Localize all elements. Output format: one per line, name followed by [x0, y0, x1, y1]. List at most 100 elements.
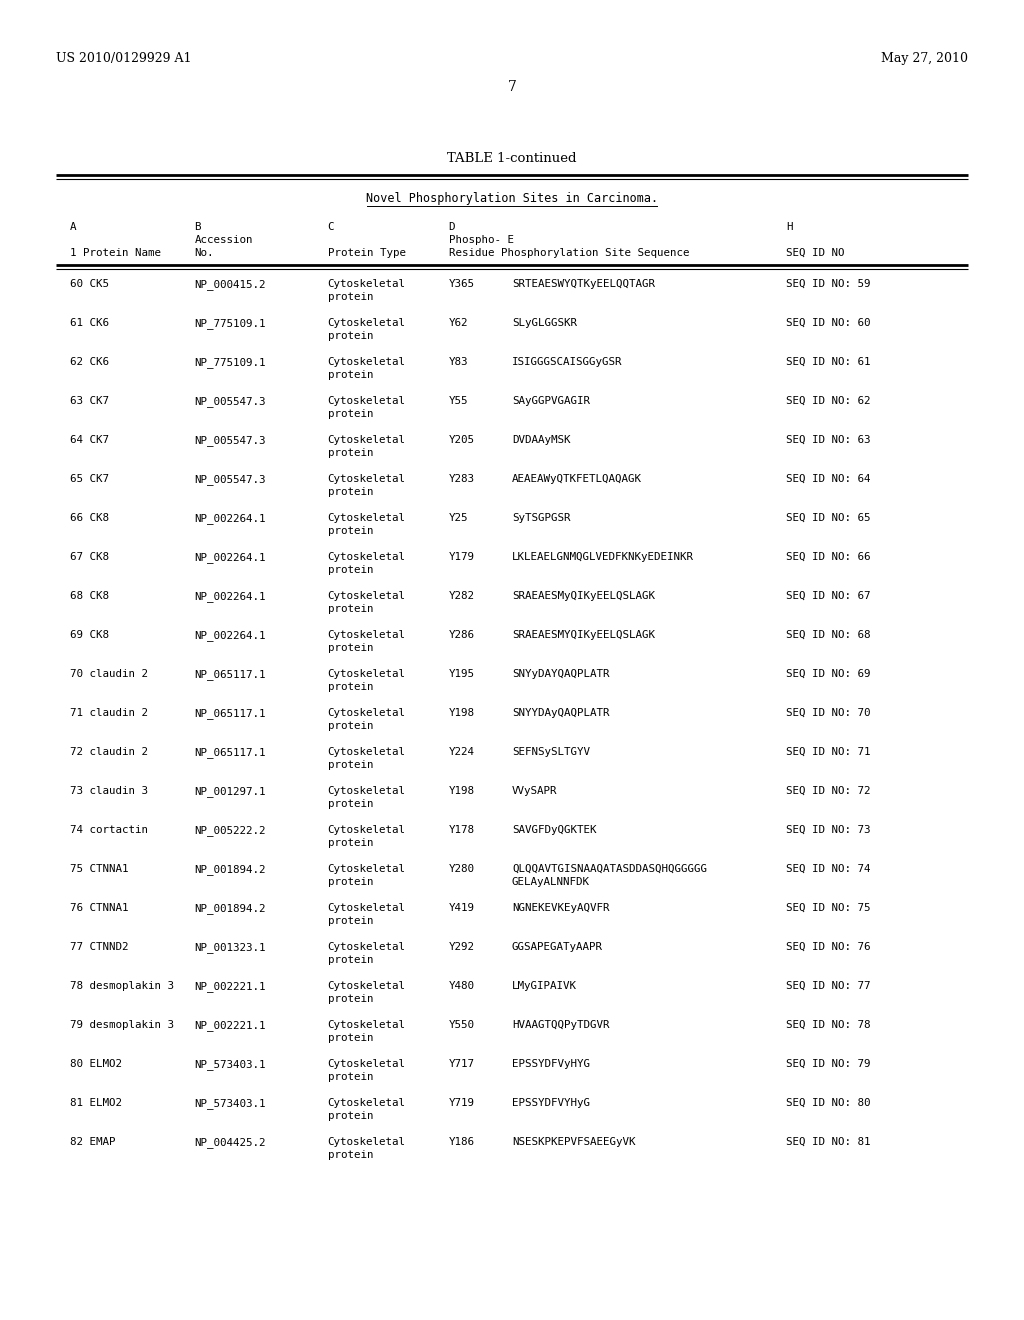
Text: AEAEAWyQTKFETLQAQAGK: AEAEAWyQTKFETLQAQAGK: [512, 474, 642, 484]
Text: NP_002264.1: NP_002264.1: [195, 513, 266, 524]
Text: SEQ ID NO: 68: SEQ ID NO: 68: [786, 630, 871, 640]
Text: Cytoskeletal: Cytoskeletal: [328, 318, 406, 327]
Text: Cytoskeletal: Cytoskeletal: [328, 513, 406, 523]
Text: SEQ ID NO: 72: SEQ ID NO: 72: [786, 785, 871, 796]
Text: H: H: [786, 222, 793, 232]
Text: No.: No.: [195, 248, 214, 257]
Text: 1 Protein Name: 1 Protein Name: [70, 248, 161, 257]
Text: SEQ ID NO: 69: SEQ ID NO: 69: [786, 669, 871, 678]
Text: SLyGLGGSKR: SLyGLGGSKR: [512, 318, 577, 327]
Text: NP_005222.2: NP_005222.2: [195, 825, 266, 836]
Text: 70 claudin 2: 70 claudin 2: [70, 669, 147, 678]
Text: Y480: Y480: [449, 981, 474, 991]
Text: 65 CK7: 65 CK7: [70, 474, 109, 484]
Text: SRAEAESMyQIKyEELQSLAGK: SRAEAESMyQIKyEELQSLAGK: [512, 591, 655, 601]
Text: NP_004425.2: NP_004425.2: [195, 1137, 266, 1148]
Text: 63 CK7: 63 CK7: [70, 396, 109, 407]
Text: QLQQAVTGISNAAQATASDDASQHQGGGGG: QLQQAVTGISNAAQATASDDASQHQGGGGG: [512, 865, 707, 874]
Text: SEQ ID NO: 62: SEQ ID NO: 62: [786, 396, 871, 407]
Text: GELAyALNNFDK: GELAyALNNFDK: [512, 876, 590, 887]
Text: Y179: Y179: [449, 552, 474, 562]
Text: Cytoskeletal: Cytoskeletal: [328, 436, 406, 445]
Text: LMyGIPAIVK: LMyGIPAIVK: [512, 981, 577, 991]
Text: Y282: Y282: [449, 591, 474, 601]
Text: protein: protein: [328, 682, 373, 692]
Text: SEQ ID NO: 70: SEQ ID NO: 70: [786, 708, 871, 718]
Text: SRAEAESMYQIKyEELQSLAGK: SRAEAESMYQIKyEELQSLAGK: [512, 630, 655, 640]
Text: NP_005547.3: NP_005547.3: [195, 396, 266, 407]
Text: Cytoskeletal: Cytoskeletal: [328, 396, 406, 407]
Text: protein: protein: [328, 643, 373, 653]
Text: Cytoskeletal: Cytoskeletal: [328, 747, 406, 756]
Text: SEQ ID NO: 66: SEQ ID NO: 66: [786, 552, 871, 562]
Text: SEQ ID NO: 67: SEQ ID NO: 67: [786, 591, 871, 601]
Text: Cytoskeletal: Cytoskeletal: [328, 708, 406, 718]
Text: SEQ ID NO: 76: SEQ ID NO: 76: [786, 942, 871, 952]
Text: A: A: [70, 222, 76, 232]
Text: protein: protein: [328, 994, 373, 1005]
Text: 62 CK6: 62 CK6: [70, 356, 109, 367]
Text: 81 ELMO2: 81 ELMO2: [70, 1098, 122, 1107]
Text: 74 cortactin: 74 cortactin: [70, 825, 147, 836]
Text: Y178: Y178: [449, 825, 474, 836]
Text: Y283: Y283: [449, 474, 474, 484]
Text: SEQ ID NO: 75: SEQ ID NO: 75: [786, 903, 871, 913]
Text: NSESKPKEPVFSAEEGyVK: NSESKPKEPVFSAEEGyVK: [512, 1137, 636, 1147]
Text: DVDAAyMSK: DVDAAyMSK: [512, 436, 570, 445]
Text: NP_005547.3: NP_005547.3: [195, 436, 266, 446]
Text: SEFNSySLTGYV: SEFNSySLTGYV: [512, 747, 590, 756]
Text: protein: protein: [328, 1072, 373, 1082]
Text: 80 ELMO2: 80 ELMO2: [70, 1059, 122, 1069]
Text: NP_775109.1: NP_775109.1: [195, 356, 266, 368]
Text: 82 EMAP: 82 EMAP: [70, 1137, 115, 1147]
Text: SNYyDAYQAQPLATR: SNYyDAYQAQPLATR: [512, 669, 609, 678]
Text: US 2010/0129929 A1: US 2010/0129929 A1: [56, 51, 191, 65]
Text: 7: 7: [508, 81, 516, 94]
Text: Y55: Y55: [449, 396, 468, 407]
Text: protein: protein: [328, 799, 373, 809]
Text: SNYYDAyQAQPLATR: SNYYDAyQAQPLATR: [512, 708, 609, 718]
Text: SEQ ID NO: 65: SEQ ID NO: 65: [786, 513, 871, 523]
Text: NP_002221.1: NP_002221.1: [195, 1020, 266, 1031]
Text: NP_002221.1: NP_002221.1: [195, 981, 266, 991]
Text: May 27, 2010: May 27, 2010: [881, 51, 968, 65]
Text: Y195: Y195: [449, 669, 474, 678]
Text: EPSSYDFVYHyG: EPSSYDFVYHyG: [512, 1098, 590, 1107]
Text: protein: protein: [328, 838, 373, 847]
Text: SEQ ID NO: 80: SEQ ID NO: 80: [786, 1098, 871, 1107]
Text: protein: protein: [328, 525, 373, 536]
Text: ISIGGGSCAISGGyGSR: ISIGGGSCAISGGyGSR: [512, 356, 623, 367]
Text: 78 desmoplakin 3: 78 desmoplakin 3: [70, 981, 174, 991]
Text: 73 claudin 3: 73 claudin 3: [70, 785, 147, 796]
Text: NP_002264.1: NP_002264.1: [195, 591, 266, 602]
Text: protein: protein: [328, 409, 373, 418]
Text: SyTSGPGSR: SyTSGPGSR: [512, 513, 570, 523]
Text: Cytoskeletal: Cytoskeletal: [328, 865, 406, 874]
Text: GGSAPEGATyAAPR: GGSAPEGATyAAPR: [512, 942, 603, 952]
Text: Cytoskeletal: Cytoskeletal: [328, 1137, 406, 1147]
Text: SEQ ID NO: 63: SEQ ID NO: 63: [786, 436, 871, 445]
Text: Cytoskeletal: Cytoskeletal: [328, 591, 406, 601]
Text: SEQ ID NO: 77: SEQ ID NO: 77: [786, 981, 871, 991]
Text: HVAAGTQQPyTDGVR: HVAAGTQQPyTDGVR: [512, 1020, 609, 1030]
Text: 67 CK8: 67 CK8: [70, 552, 109, 562]
Text: SEQ ID NO: 60: SEQ ID NO: 60: [786, 318, 871, 327]
Text: NP_000415.2: NP_000415.2: [195, 279, 266, 290]
Text: Y550: Y550: [449, 1020, 474, 1030]
Text: NP_573403.1: NP_573403.1: [195, 1059, 266, 1071]
Text: Phospho- E: Phospho- E: [449, 235, 513, 246]
Text: protein: protein: [328, 916, 373, 927]
Text: NP_005547.3: NP_005547.3: [195, 474, 266, 484]
Text: 61 CK6: 61 CK6: [70, 318, 109, 327]
Text: Y365: Y365: [449, 279, 474, 289]
Text: SEQ ID NO: 59: SEQ ID NO: 59: [786, 279, 871, 289]
Text: Cytoskeletal: Cytoskeletal: [328, 981, 406, 991]
Text: NP_002264.1: NP_002264.1: [195, 552, 266, 562]
Text: 72 claudin 2: 72 claudin 2: [70, 747, 147, 756]
Text: SRTEAESWYQTKyEELQQTAGR: SRTEAESWYQTKyEELQQTAGR: [512, 279, 655, 289]
Text: Cytoskeletal: Cytoskeletal: [328, 552, 406, 562]
Text: VVySAPR: VVySAPR: [512, 785, 557, 796]
Text: Y419: Y419: [449, 903, 474, 913]
Text: SEQ ID NO: SEQ ID NO: [786, 248, 845, 257]
Text: EPSSYDFVyHYG: EPSSYDFVyHYG: [512, 1059, 590, 1069]
